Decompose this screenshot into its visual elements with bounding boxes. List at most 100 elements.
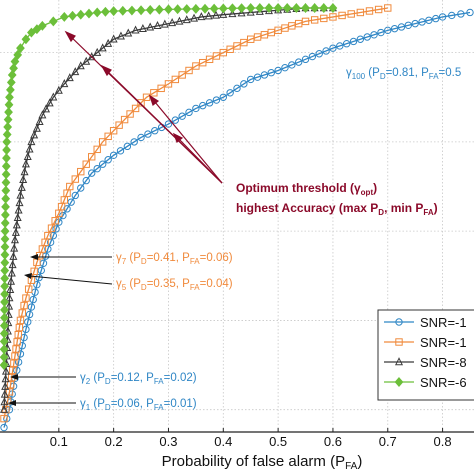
series-green-point bbox=[282, 3, 292, 13]
series-green-point bbox=[0, 281, 10, 292]
series-green-point bbox=[4, 107, 13, 118]
series-blue-point bbox=[104, 156, 112, 164]
series-green-point bbox=[92, 7, 102, 18]
series-green-point bbox=[76, 9, 86, 20]
x-tick-label-7: 0.8 bbox=[434, 434, 452, 449]
series-green-point bbox=[6, 77, 16, 88]
series-green-point bbox=[2, 129, 12, 140]
series-black-point bbox=[20, 167, 29, 176]
series-black-point bbox=[23, 151, 32, 160]
x-tick-label-5: 0.6 bbox=[324, 434, 342, 449]
series-blue-point bbox=[322, 47, 330, 55]
series-orange bbox=[0, 4, 392, 423]
series-black-point bbox=[82, 56, 91, 65]
x-tick-label-6: 0.7 bbox=[379, 434, 397, 449]
annotation-gamma100: γ100 (PD=0.81, PFA=0.5 bbox=[346, 67, 461, 81]
series-orange-point bbox=[12, 345, 20, 353]
series-blue-point bbox=[98, 160, 107, 168]
annotation-gamma1: γ1 (PD=0.06, PFA=0.01) bbox=[8, 398, 197, 412]
legend-label-black: SNR=-8 bbox=[420, 355, 467, 370]
series-blue-point bbox=[137, 133, 145, 142]
series-green-point bbox=[191, 3, 201, 14]
series-black-point bbox=[190, 13, 199, 22]
optimum-line1: Optimum threshold (γopt) bbox=[236, 181, 377, 197]
series-orange-point bbox=[9, 366, 17, 375]
series-green-point bbox=[228, 3, 237, 14]
series-green-point bbox=[246, 3, 256, 13]
series-orange-point bbox=[104, 132, 112, 141]
annotation-gamma5: γ5 (PD=0.35, PFA=0.04) bbox=[24, 273, 233, 292]
series-green-point bbox=[0, 257, 10, 268]
series-black-point bbox=[45, 98, 54, 107]
series-orange-point bbox=[15, 323, 24, 332]
series-blue-point bbox=[63, 205, 71, 213]
series-green-point bbox=[59, 11, 69, 22]
series-green-point bbox=[0, 344, 9, 355]
series-blue-point bbox=[247, 75, 255, 84]
series-blue-point bbox=[52, 225, 60, 233]
series-orange-point bbox=[22, 294, 30, 302]
series-green-point bbox=[0, 312, 9, 323]
series-blue-point bbox=[164, 120, 173, 128]
series-black-point bbox=[211, 10, 220, 19]
series-green-point bbox=[0, 304, 9, 315]
series-orange-point bbox=[329, 13, 337, 21]
series-green-point bbox=[32, 24, 42, 35]
series-green-point bbox=[7, 69, 17, 80]
series-blue-point bbox=[82, 176, 90, 185]
x-tick-label-2: 0.3 bbox=[159, 434, 177, 449]
series-orange-point bbox=[47, 224, 56, 232]
series-green-point bbox=[164, 4, 173, 15]
series-green-point bbox=[255, 3, 265, 13]
series-green-point bbox=[200, 3, 210, 14]
series-green-point bbox=[0, 320, 9, 331]
series-blue-point bbox=[308, 52, 317, 61]
series-black-point bbox=[17, 182, 26, 191]
series-blue-point bbox=[0, 423, 8, 432]
series-orange-line bbox=[3, 7, 388, 419]
series-green-point bbox=[38, 20, 47, 31]
series-green-point bbox=[237, 3, 246, 14]
series-green-point bbox=[0, 234, 10, 244]
series-black-point bbox=[21, 159, 30, 168]
series-black-point bbox=[5, 293, 14, 302]
legend-marker-black bbox=[394, 357, 404, 366]
series-blue-point bbox=[418, 18, 426, 26]
series-black-point bbox=[0, 404, 9, 413]
series-black-point bbox=[1, 374, 10, 383]
series-black-point bbox=[228, 9, 237, 18]
series-orange-point bbox=[10, 359, 18, 367]
series-green-point bbox=[109, 6, 119, 17]
series-black-point bbox=[35, 116, 44, 126]
series-blue-point bbox=[29, 295, 37, 304]
series-orange-point bbox=[30, 267, 38, 276]
series-orange-point bbox=[178, 71, 186, 79]
x-tick-label-4: 0.5 bbox=[269, 434, 287, 449]
series-green-point bbox=[319, 3, 329, 13]
svg-text:γ1 (PD=0.06, PFA=0.01): γ1 (PD=0.06, PFA=0.01) bbox=[80, 398, 197, 412]
series-black-point bbox=[109, 34, 118, 43]
series-blue-point bbox=[88, 169, 96, 177]
series-orange-point bbox=[82, 160, 90, 168]
series-black-point bbox=[8, 260, 17, 269]
series-blue-line bbox=[3, 11, 471, 428]
series-green bbox=[0, 3, 338, 371]
series-green-point bbox=[136, 5, 146, 16]
series-black-point bbox=[131, 25, 140, 34]
series-green-point bbox=[0, 336, 9, 347]
series-blue-point bbox=[77, 184, 85, 192]
series-black-point bbox=[13, 212, 22, 221]
series-blue-point bbox=[397, 23, 406, 31]
annotation-gamma2: γ2 (PD=0.12, PFA=0.02) bbox=[10, 372, 197, 386]
series-green-point bbox=[4, 99, 14, 110]
series-black-point bbox=[0, 397, 9, 406]
series-green-point bbox=[1, 161, 11, 172]
series-blue-point bbox=[342, 40, 351, 48]
series-orange-point bbox=[16, 316, 25, 325]
series-black-point bbox=[168, 18, 177, 27]
series-orange-point bbox=[157, 84, 165, 93]
series-blue-point bbox=[349, 37, 358, 46]
series-blue-point bbox=[59, 211, 67, 220]
series-blue-point bbox=[25, 310, 34, 319]
